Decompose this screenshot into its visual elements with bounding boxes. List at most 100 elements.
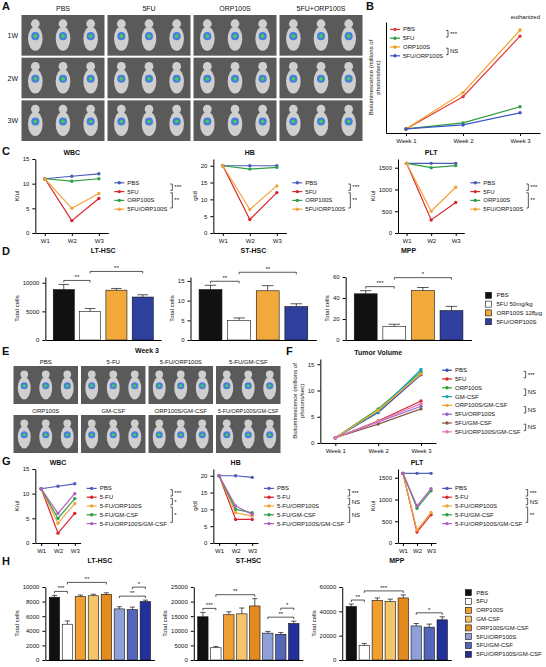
significance-bracket (348, 193, 350, 208)
significance-label: *** (206, 602, 214, 608)
mouse-head (203, 105, 212, 114)
significance-bracket (211, 281, 240, 283)
error-bar-cap (389, 324, 400, 325)
mouse-head (86, 19, 95, 28)
y-axis-title: Total cells (162, 610, 168, 636)
x-axis-tick-label: W3 (452, 238, 462, 244)
legend-marker (393, 54, 396, 57)
significance-bracket (524, 371, 526, 377)
x-axis-tick: W3 (273, 233, 283, 244)
bar (437, 620, 447, 660)
bar (53, 290, 74, 340)
signal-core (201, 433, 204, 436)
legend-label: 5FU (476, 599, 487, 605)
bar (237, 614, 247, 660)
series-line (407, 163, 456, 211)
point (415, 504, 418, 507)
signal-core (147, 120, 151, 124)
point (404, 127, 407, 130)
x-axis-tick: W1 (37, 543, 47, 554)
y-axis-tick-label: 0 (181, 337, 185, 343)
x-axis-tick-mark (378, 443, 379, 446)
legend-label: 5-FU/ORP100S/GM-CSF (277, 521, 345, 527)
point (415, 472, 418, 475)
mouse (255, 112, 270, 136)
x-axis-tick-label: W2 (68, 238, 78, 244)
legend-label: 5FU (455, 376, 466, 382)
y-axis-tick: 0 (36, 657, 45, 663)
chart-panel: W1W2W3051015K/ulWBCPBS5-FU5-FU/ORP100S5-… (14, 459, 182, 554)
signal (31, 75, 39, 83)
x-axis-tick-mark (41, 543, 42, 546)
mouse-head (63, 370, 71, 378)
mouse (220, 377, 233, 400)
series-line (335, 404, 421, 438)
signal (199, 382, 206, 389)
point (73, 502, 76, 505)
error-bar (401, 595, 406, 598)
legend-marker (267, 487, 270, 490)
legend-label: 5FU (483, 189, 494, 195)
x-axis-tick: Week 3 (411, 443, 432, 454)
error-bar-stem (239, 318, 240, 320)
error-bar-stem (267, 286, 268, 291)
signal-core (292, 77, 296, 81)
plot: W1W2W3050010001500K/ulPLT (370, 459, 437, 554)
point (518, 28, 521, 31)
x-axis-tick-mark (431, 233, 432, 236)
mouse (341, 69, 356, 93)
point (334, 436, 337, 439)
y-axis-tick-mark (42, 340, 45, 341)
significance-label: *** (450, 31, 458, 37)
y-axis-tick-mark (32, 184, 35, 185)
y-axis-title: K/ul (14, 501, 20, 511)
point (334, 436, 337, 439)
chart-title: LT-HSC (91, 247, 116, 254)
y-axis-tick-label: 6000 (26, 614, 40, 620)
legend-label: ORP100S (476, 607, 503, 613)
bar (106, 290, 127, 340)
x-axis-tick: W2 (54, 543, 64, 554)
y-axis-tick: 0 (36, 337, 45, 343)
error-bar (91, 594, 96, 595)
error-bar-cap (213, 646, 218, 647)
data (346, 595, 447, 660)
error-bar-stem (254, 599, 255, 606)
mouse-head (59, 62, 68, 71)
x-axis-tick-label: Week 1 (396, 138, 417, 144)
point (56, 485, 59, 488)
significance-label: ** (530, 197, 535, 203)
y-axis-tick: 10000 (171, 628, 194, 634)
signal-core (112, 384, 115, 387)
signal (231, 32, 239, 40)
point (217, 474, 220, 477)
data (53, 284, 153, 340)
x-axis (191, 340, 317, 341)
mouse-head (223, 419, 231, 427)
mouse (200, 26, 215, 50)
point (401, 472, 404, 475)
legend-marker (296, 190, 299, 193)
y-axis-tick-label: 500 (382, 209, 393, 215)
signal-core (268, 433, 271, 436)
y-axis-tick-mark (42, 616, 45, 617)
y-axis-title-line: Bioluminescence (millions of (368, 39, 374, 115)
y-axis-tick-mark (191, 645, 194, 646)
x-axis-tick-label: W3 (427, 548, 437, 554)
error-bar-cap (349, 604, 354, 605)
mouse-head (88, 370, 96, 378)
x-axis-tick-label: Week 2 (453, 138, 474, 144)
legend-label: 5FU/ORP100S (403, 53, 443, 59)
x-axis-tick: W3 (71, 543, 81, 554)
y-axis-tick-label: 5 (26, 516, 30, 522)
chart-title: WBC (50, 459, 67, 466)
significance-bracket (526, 498, 528, 504)
x-axis: W1W2W3 (214, 233, 287, 244)
y-axis-tick-mark (191, 616, 194, 617)
significance-label: *** (174, 184, 182, 190)
mouse-head (20, 419, 28, 427)
signal-core (233, 120, 237, 124)
y-axis-title: g/dl (192, 501, 198, 511)
y-axis-tick-label: 0 (311, 440, 315, 446)
legend-marker (474, 208, 477, 211)
